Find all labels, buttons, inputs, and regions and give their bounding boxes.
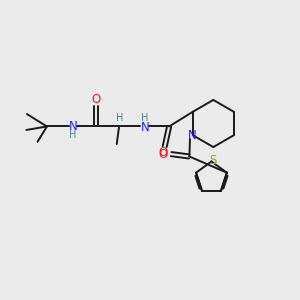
Text: N: N [141,121,149,134]
Text: H: H [116,113,123,123]
Text: O: O [158,148,167,161]
Text: O: O [92,93,101,106]
Text: S: S [209,154,217,166]
Text: N: N [68,120,77,133]
Text: H: H [69,130,76,140]
Text: O: O [159,146,168,159]
Text: H: H [141,113,148,123]
Text: N: N [188,129,197,142]
